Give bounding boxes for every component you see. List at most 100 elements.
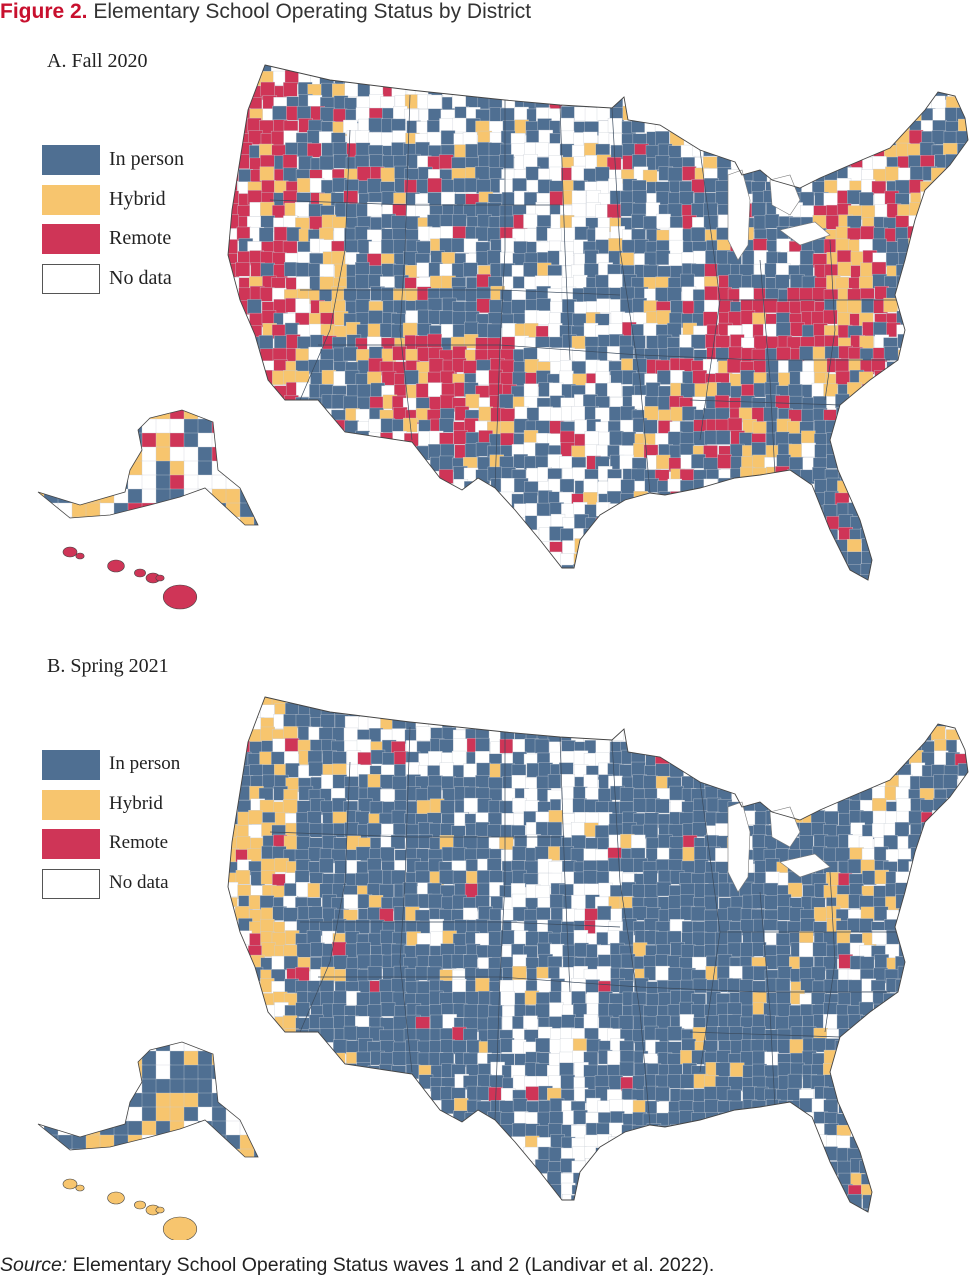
district-in-person xyxy=(368,869,383,885)
district-no-data xyxy=(141,460,158,477)
district-hybrid xyxy=(236,836,251,851)
district-hybrid xyxy=(225,488,242,505)
district-in-person xyxy=(487,1111,502,1126)
district-in-person xyxy=(670,300,685,315)
alaska-districts xyxy=(38,1042,258,1157)
district-remote xyxy=(253,432,258,449)
district-remote xyxy=(282,154,298,169)
district-in-person xyxy=(873,906,889,921)
district-no-data xyxy=(169,1148,186,1157)
district-no-data xyxy=(197,410,214,421)
district-remote xyxy=(525,1086,540,1101)
district-in-person xyxy=(127,488,144,505)
district-no-data xyxy=(583,478,598,494)
district-hybrid xyxy=(248,810,263,825)
district-remote xyxy=(127,502,144,519)
district-no-data xyxy=(113,1064,130,1081)
district-in-person xyxy=(751,1026,766,1041)
district-remote xyxy=(228,239,238,254)
map-panel-spring-2021: B. Spring 2021 In person Hybrid Remote N… xyxy=(0,640,978,1240)
district-in-person xyxy=(404,893,420,909)
district-no-data xyxy=(113,516,130,525)
district-in-person xyxy=(499,154,514,169)
district-in-person xyxy=(211,1106,228,1123)
district-no-data xyxy=(609,726,624,741)
source-text: Elementary School Operating Status waves… xyxy=(72,1254,715,1276)
district-in-person xyxy=(355,262,370,277)
district-in-person xyxy=(894,822,910,837)
state-boundary xyxy=(611,107,651,494)
district-no-data xyxy=(211,1078,228,1095)
district-remote xyxy=(463,360,478,375)
district-in-person xyxy=(99,1042,116,1053)
district-remote xyxy=(261,180,276,195)
district-no-data xyxy=(43,502,60,519)
district-in-person xyxy=(38,1042,46,1053)
district-in-person xyxy=(655,250,671,265)
district-in-person xyxy=(573,1109,588,1125)
district-hybrid xyxy=(113,1050,130,1067)
district-in-person xyxy=(71,1064,88,1081)
district-remote xyxy=(38,474,46,491)
district-in-person xyxy=(85,418,102,435)
district-in-person xyxy=(909,166,925,181)
district-in-person xyxy=(775,978,791,993)
district-no-data xyxy=(367,201,382,217)
district-no-data xyxy=(571,406,586,421)
district-in-person xyxy=(356,942,371,957)
district-in-person xyxy=(343,239,359,255)
district-in-person xyxy=(239,488,256,505)
district-in-person xyxy=(643,823,658,839)
district-no-data xyxy=(197,432,214,449)
district-no-data xyxy=(562,540,577,555)
district-remote xyxy=(235,262,250,277)
district-in-person xyxy=(308,761,324,777)
district-in-person xyxy=(898,908,913,923)
district-in-person xyxy=(691,334,706,349)
district-in-person xyxy=(127,1092,144,1109)
district-in-person xyxy=(259,895,275,910)
district-remote xyxy=(239,446,256,463)
district-no-data xyxy=(427,94,442,110)
district-hybrid xyxy=(622,105,637,121)
district-hybrid xyxy=(872,798,887,813)
district-no-data xyxy=(608,178,623,193)
district-no-data xyxy=(619,454,635,470)
district-in-person xyxy=(789,456,804,472)
district-hybrid xyxy=(253,488,258,505)
district-in-person xyxy=(764,895,779,910)
district-in-person xyxy=(183,418,200,435)
district-in-person xyxy=(271,751,286,767)
state-boundary xyxy=(318,344,890,361)
district-in-person xyxy=(777,906,792,921)
district-in-person xyxy=(704,883,719,898)
district-in-person xyxy=(367,1004,382,1019)
district-in-person xyxy=(99,1092,116,1109)
district-hybrid xyxy=(331,1052,346,1068)
district-no-data xyxy=(197,1106,214,1123)
district-in-person xyxy=(197,1148,214,1157)
district-hybrid xyxy=(99,1148,116,1157)
district-in-person xyxy=(391,215,406,230)
district-in-person xyxy=(643,215,658,231)
district-in-person xyxy=(369,154,384,169)
district-in-person xyxy=(703,202,718,218)
district-hybrid xyxy=(225,502,242,519)
district-remote xyxy=(908,129,924,145)
district-in-person xyxy=(632,906,648,921)
district-in-person xyxy=(908,810,923,826)
swatch-hybrid xyxy=(42,789,100,820)
district-in-person xyxy=(197,516,214,525)
district-hybrid xyxy=(402,322,418,338)
district-in-person xyxy=(197,1092,214,1109)
district-in-person xyxy=(824,811,839,826)
district-no-data xyxy=(155,1134,172,1151)
district-in-person xyxy=(620,298,635,314)
district-in-person xyxy=(860,574,875,580)
district-no-data xyxy=(571,894,586,910)
district-no-data xyxy=(253,446,258,463)
district-in-person xyxy=(643,419,658,435)
state-boundary xyxy=(494,100,506,489)
district-in-person xyxy=(333,990,348,1006)
district-no-data xyxy=(559,117,575,133)
